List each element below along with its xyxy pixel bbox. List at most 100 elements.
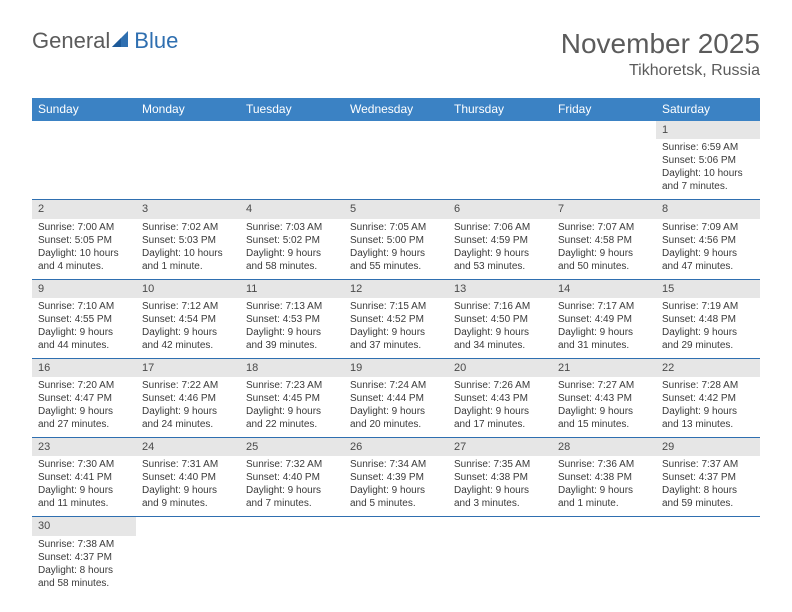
day-number: 29 [656, 438, 760, 456]
sunset-text: Sunset: 4:56 PM [662, 234, 754, 247]
day-content: Sunrise: 7:28 AMSunset: 4:42 PMDaylight:… [656, 377, 760, 437]
sunset-text: Sunset: 4:44 PM [350, 392, 442, 405]
day-content: Sunrise: 7:13 AMSunset: 4:53 PMDaylight:… [240, 298, 344, 358]
sunrise-text: Sunrise: 7:03 AM [246, 221, 338, 234]
day-number: 9 [32, 280, 136, 298]
day-content: Sunrise: 7:20 AMSunset: 4:47 PMDaylight:… [32, 377, 136, 437]
day-content: Sunrise: 7:07 AMSunset: 4:58 PMDaylight:… [552, 219, 656, 279]
sunset-text: Sunset: 4:47 PM [38, 392, 130, 405]
daylight-text: Daylight: 10 hours and 4 minutes. [38, 247, 130, 273]
calendar-week-row: 9Sunrise: 7:10 AMSunset: 4:55 PMDaylight… [32, 279, 760, 358]
sunrise-text: Sunrise: 7:19 AM [662, 300, 754, 313]
day-content: Sunrise: 7:05 AMSunset: 5:00 PMDaylight:… [344, 219, 448, 279]
day-number: 3 [136, 200, 240, 218]
day-header: Sunday [32, 98, 136, 121]
sunset-text: Sunset: 4:38 PM [454, 471, 546, 484]
day-number: 21 [552, 359, 656, 377]
daylight-text: Daylight: 9 hours and 13 minutes. [662, 405, 754, 431]
sunrise-text: Sunrise: 7:27 AM [558, 379, 650, 392]
day-content: Sunrise: 7:30 AMSunset: 4:41 PMDaylight:… [32, 456, 136, 516]
day-number: 13 [448, 280, 552, 298]
calendar-table: Sunday Monday Tuesday Wednesday Thursday… [32, 98, 760, 596]
calendar-cell: 8Sunrise: 7:09 AMSunset: 4:56 PMDaylight… [656, 200, 760, 279]
calendar-cell: 5Sunrise: 7:05 AMSunset: 5:00 PMDaylight… [344, 200, 448, 279]
sunset-text: Sunset: 4:43 PM [454, 392, 546, 405]
calendar-cell: 14Sunrise: 7:17 AMSunset: 4:49 PMDayligh… [552, 279, 656, 358]
calendar-cell: 23Sunrise: 7:30 AMSunset: 4:41 PMDayligh… [32, 438, 136, 517]
day-header-row: Sunday Monday Tuesday Wednesday Thursday… [32, 98, 760, 121]
day-number: 24 [136, 438, 240, 456]
sunset-text: Sunset: 4:54 PM [142, 313, 234, 326]
day-number: 14 [552, 280, 656, 298]
day-content: Sunrise: 7:15 AMSunset: 4:52 PMDaylight:… [344, 298, 448, 358]
day-number: 5 [344, 200, 448, 218]
day-content: Sunrise: 6:59 AMSunset: 5:06 PMDaylight:… [656, 139, 760, 199]
day-content: Sunrise: 7:36 AMSunset: 4:38 PMDaylight:… [552, 456, 656, 516]
sunset-text: Sunset: 4:37 PM [662, 471, 754, 484]
day-number: 25 [240, 438, 344, 456]
sunset-text: Sunset: 5:06 PM [662, 154, 754, 167]
daylight-text: Daylight: 8 hours and 58 minutes. [38, 564, 130, 590]
sunset-text: Sunset: 4:50 PM [454, 313, 546, 326]
sunrise-text: Sunrise: 7:02 AM [142, 221, 234, 234]
calendar-week-row: 30Sunrise: 7:38 AMSunset: 4:37 PMDayligh… [32, 517, 760, 596]
sunset-text: Sunset: 4:40 PM [142, 471, 234, 484]
calendar-cell [240, 517, 344, 596]
sunset-text: Sunset: 4:58 PM [558, 234, 650, 247]
daylight-text: Daylight: 9 hours and 17 minutes. [454, 405, 546, 431]
sunset-text: Sunset: 4:39 PM [350, 471, 442, 484]
calendar-cell: 1Sunrise: 6:59 AMSunset: 5:06 PMDaylight… [656, 121, 760, 200]
calendar-cell [32, 121, 136, 200]
sunrise-text: Sunrise: 7:17 AM [558, 300, 650, 313]
sunrise-text: Sunrise: 7:15 AM [350, 300, 442, 313]
sunset-text: Sunset: 5:02 PM [246, 234, 338, 247]
sunrise-text: Sunrise: 7:07 AM [558, 221, 650, 234]
calendar-cell: 6Sunrise: 7:06 AMSunset: 4:59 PMDaylight… [448, 200, 552, 279]
calendar-cell: 15Sunrise: 7:19 AMSunset: 4:48 PMDayligh… [656, 279, 760, 358]
calendar-cell: 12Sunrise: 7:15 AMSunset: 4:52 PMDayligh… [344, 279, 448, 358]
sunrise-text: Sunrise: 7:32 AM [246, 458, 338, 471]
day-number: 15 [656, 280, 760, 298]
daylight-text: Daylight: 9 hours and 22 minutes. [246, 405, 338, 431]
calendar-cell: 30Sunrise: 7:38 AMSunset: 4:37 PMDayligh… [32, 517, 136, 596]
logo: General Blue [32, 28, 178, 54]
day-content: Sunrise: 7:31 AMSunset: 4:40 PMDaylight:… [136, 456, 240, 516]
day-content: Sunrise: 7:02 AMSunset: 5:03 PMDaylight:… [136, 219, 240, 279]
daylight-text: Daylight: 9 hours and 15 minutes. [558, 405, 650, 431]
header: General Blue November 2025 Tikhoretsk, R… [32, 28, 760, 80]
sunset-text: Sunset: 4:41 PM [38, 471, 130, 484]
day-content: Sunrise: 7:16 AMSunset: 4:50 PMDaylight:… [448, 298, 552, 358]
day-number: 19 [344, 359, 448, 377]
sunrise-text: Sunrise: 7:28 AM [662, 379, 754, 392]
daylight-text: Daylight: 9 hours and 1 minute. [558, 484, 650, 510]
calendar-cell: 26Sunrise: 7:34 AMSunset: 4:39 PMDayligh… [344, 438, 448, 517]
calendar-cell [448, 517, 552, 596]
sunrise-text: Sunrise: 7:37 AM [662, 458, 754, 471]
calendar-cell: 27Sunrise: 7:35 AMSunset: 4:38 PMDayligh… [448, 438, 552, 517]
day-number: 17 [136, 359, 240, 377]
daylight-text: Daylight: 9 hours and 11 minutes. [38, 484, 130, 510]
day-number: 23 [32, 438, 136, 456]
sunrise-text: Sunrise: 7:10 AM [38, 300, 130, 313]
day-content: Sunrise: 7:10 AMSunset: 4:55 PMDaylight:… [32, 298, 136, 358]
sunrise-text: Sunrise: 7:30 AM [38, 458, 130, 471]
sunset-text: Sunset: 5:00 PM [350, 234, 442, 247]
daylight-text: Daylight: 9 hours and 5 minutes. [350, 484, 442, 510]
day-number: 8 [656, 200, 760, 218]
daylight-text: Daylight: 9 hours and 44 minutes. [38, 326, 130, 352]
calendar-cell: 11Sunrise: 7:13 AMSunset: 4:53 PMDayligh… [240, 279, 344, 358]
daylight-text: Daylight: 9 hours and 53 minutes. [454, 247, 546, 273]
sunrise-text: Sunrise: 7:05 AM [350, 221, 442, 234]
logo-text-blue: Blue [134, 28, 178, 54]
day-content: Sunrise: 7:38 AMSunset: 4:37 PMDaylight:… [32, 536, 136, 596]
calendar-cell [344, 517, 448, 596]
calendar-cell [240, 121, 344, 200]
sunset-text: Sunset: 4:38 PM [558, 471, 650, 484]
daylight-text: Daylight: 9 hours and 9 minutes. [142, 484, 234, 510]
day-number: 18 [240, 359, 344, 377]
day-number: 20 [448, 359, 552, 377]
logo-sail-icon [110, 29, 132, 54]
daylight-text: Daylight: 9 hours and 47 minutes. [662, 247, 754, 273]
sunset-text: Sunset: 4:40 PM [246, 471, 338, 484]
day-number: 16 [32, 359, 136, 377]
